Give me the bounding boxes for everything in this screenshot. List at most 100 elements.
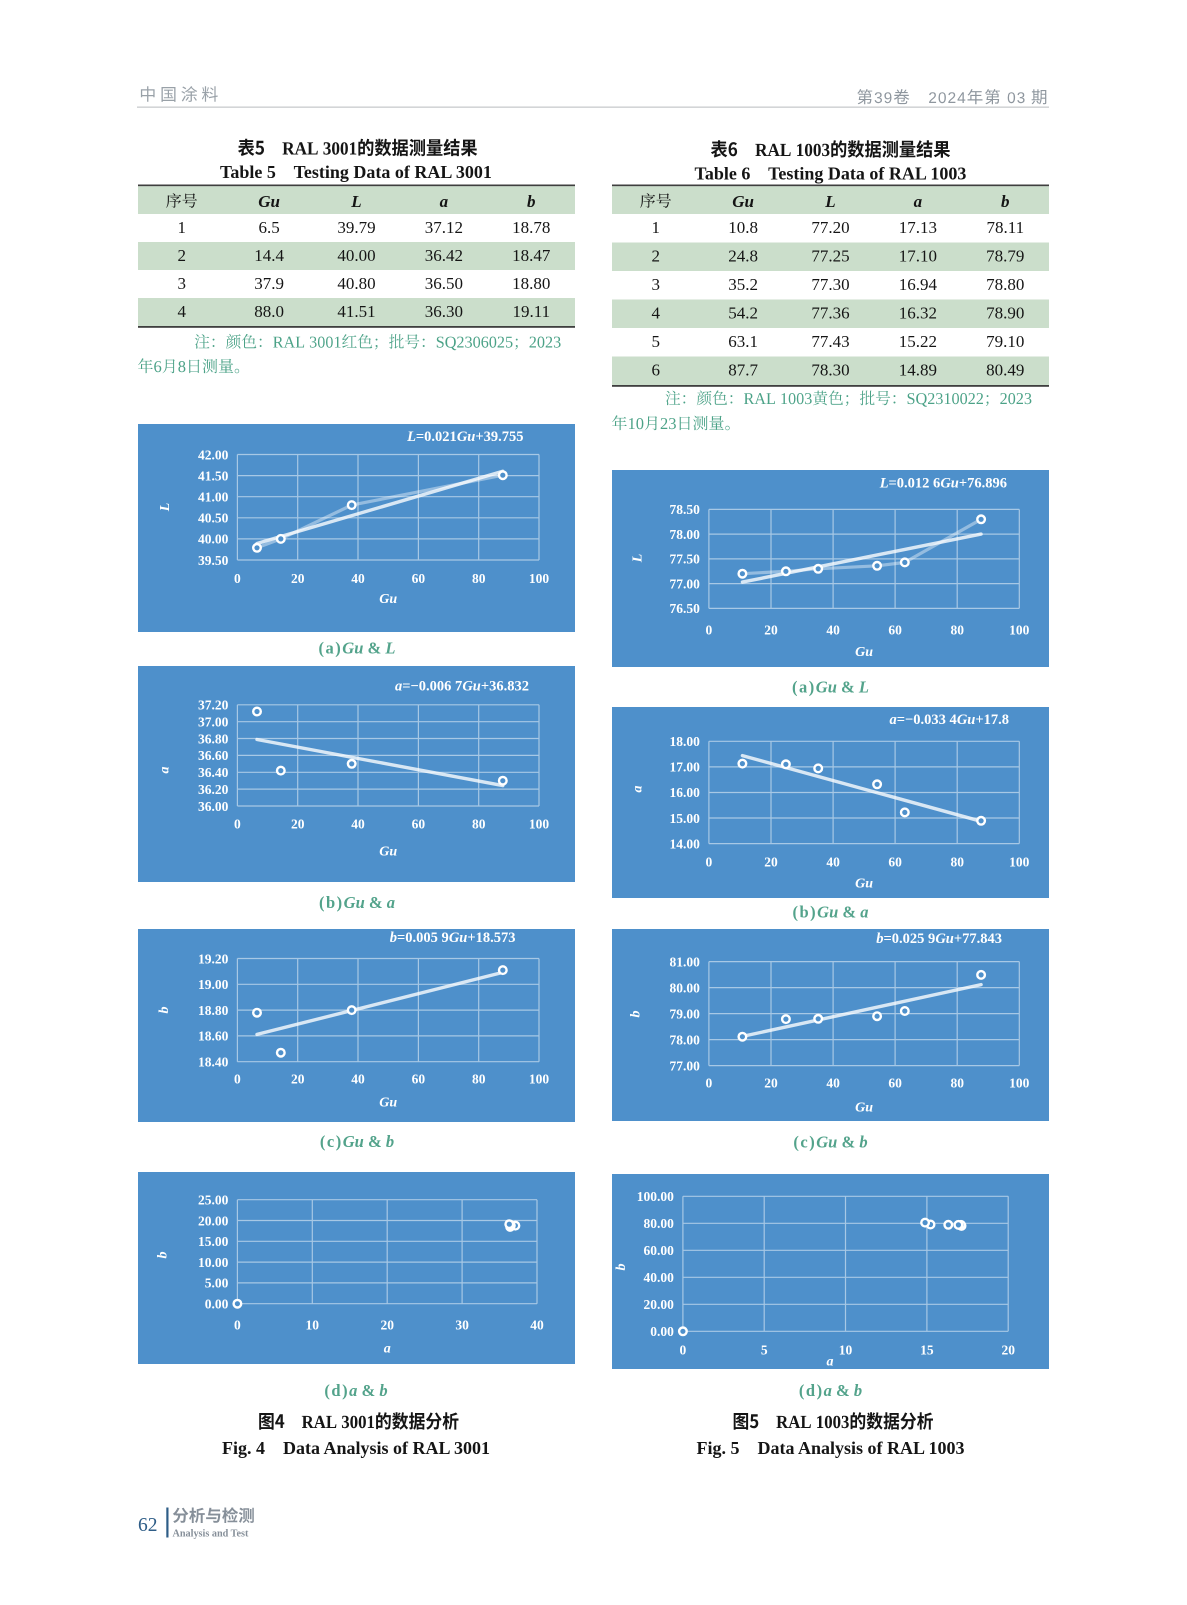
svg-text:80: 80 [472,571,486,586]
svg-text:0.00: 0.00 [650,1324,674,1339]
svg-text:20.00: 20.00 [644,1297,675,1312]
svg-text:60: 60 [888,623,902,638]
svg-text:20: 20 [291,571,305,586]
svg-text:77.00: 77.00 [670,1058,701,1073]
svg-text:100: 100 [529,1072,550,1087]
svg-text:40: 40 [530,1317,544,1332]
svg-text:10.00: 10.00 [198,1255,229,1270]
svg-text:60: 60 [412,1072,426,1087]
svg-text:Gu: Gu [379,592,397,607]
svg-text:b=0.025 9Gu+77.843: b=0.025 9Gu+77.843 [876,931,1002,947]
svg-text:42.00: 42.00 [198,447,229,462]
svg-text:37.9: 37.9 [254,274,284,293]
svg-text:60: 60 [412,571,426,586]
svg-text:20: 20 [291,1072,305,1087]
svg-text:79.00: 79.00 [670,1006,701,1021]
svg-text:20: 20 [291,817,305,832]
svg-text:18.47: 18.47 [512,246,551,265]
svg-text:(b)Gu & a: (b)Gu & a [792,903,868,922]
svg-text:14.4: 14.4 [254,246,284,265]
svg-text:60: 60 [888,854,902,869]
svg-text:14.89: 14.89 [899,361,937,380]
svg-text:20: 20 [764,854,778,869]
svg-text:0: 0 [234,1072,241,1087]
svg-text:77.00: 77.00 [670,576,701,591]
svg-text:a: a [827,1355,834,1370]
svg-text:18.80: 18.80 [198,1003,229,1018]
svg-text:40.00: 40.00 [644,1270,675,1285]
svg-text:77.30: 77.30 [811,275,849,294]
svg-text:41.51: 41.51 [337,302,375,321]
svg-text:L=0.012 6Gu+76.896: L=0.012 6Gu+76.896 [879,476,1007,492]
svg-text:77.25: 77.25 [811,247,849,266]
svg-text:0: 0 [680,1342,687,1357]
svg-text:Table 5 Testing Data of RAL: Table 5 Testing Data of RAL 3001 [220,162,492,182]
svg-text:a: a [914,192,923,211]
svg-text:6: 6 [651,361,660,380]
svg-text:30: 30 [455,1317,469,1332]
svg-text:a=−0.006 7Gu+36.832: a=−0.006 7Gu+36.832 [395,679,529,695]
svg-text:0: 0 [234,817,241,832]
svg-text:18.40: 18.40 [198,1055,229,1070]
svg-text:80: 80 [472,817,486,832]
svg-text:80.49: 80.49 [986,361,1024,380]
svg-text:Gu: Gu [855,645,873,660]
svg-text:17.00: 17.00 [670,760,701,775]
svg-text:18.78: 18.78 [512,218,550,237]
svg-text:39.79: 39.79 [337,218,375,237]
svg-text:76.50: 76.50 [670,601,701,616]
svg-text:18.80: 18.80 [512,274,550,293]
svg-text:25.00: 25.00 [198,1193,229,1208]
svg-text:63.1: 63.1 [728,332,758,351]
svg-text:2: 2 [177,246,186,265]
svg-text:(a)Gu & L: (a)Gu & L [319,639,396,658]
svg-text:a=−0.033 4Gu+17.8: a=−0.033 4Gu+17.8 [890,712,1009,728]
svg-text:16.94: 16.94 [899,275,938,294]
svg-text:10.8: 10.8 [728,218,758,237]
svg-text:L=0.021Gu+39.755: L=0.021Gu+39.755 [406,429,523,445]
svg-text:0.00: 0.00 [205,1297,229,1312]
svg-text:80.00: 80.00 [644,1216,675,1231]
svg-text:0: 0 [234,571,241,586]
svg-text:40.00: 40.00 [337,246,375,265]
svg-text:40: 40 [351,1072,365,1087]
svg-text:L: L [631,554,646,564]
svg-text:80: 80 [950,1075,964,1090]
svg-text:3: 3 [651,275,660,294]
svg-text:40: 40 [351,571,365,586]
svg-text:80: 80 [950,623,964,638]
svg-text:6.5: 6.5 [258,218,279,237]
svg-text:(c)Gu & b: (c)Gu & b [320,1132,394,1151]
svg-text:100: 100 [1009,623,1030,638]
svg-text:(b)Gu & a: (b)Gu & a [319,893,395,912]
svg-text:36.60: 36.60 [198,748,229,763]
svg-text:(d)a & b: (d)a & b [324,1381,387,1400]
svg-text:77.20: 77.20 [811,218,849,237]
svg-text:40: 40 [351,817,365,832]
svg-text:Fig. 5 Data Analysis of RAL: Fig. 5 Data Analysis of RAL 1003 [696,1438,964,1458]
svg-text:(c)Gu & b: (c)Gu & b [793,1133,867,1152]
svg-text:0: 0 [234,1317,241,1332]
svg-text:37.20: 37.20 [198,698,229,713]
svg-text:17.13: 17.13 [899,218,937,237]
svg-text:0: 0 [706,623,713,638]
svg-text:b: b [156,1252,171,1259]
svg-text:20.00: 20.00 [198,1213,229,1228]
svg-text:(a)Gu & L: (a)Gu & L [792,678,869,697]
svg-text:a: a [631,786,646,793]
svg-text:40.80: 40.80 [337,274,375,293]
svg-text:18.60: 18.60 [198,1029,229,1044]
svg-text:37.12: 37.12 [425,218,463,237]
svg-text:78.00: 78.00 [670,1032,701,1047]
svg-text:40: 40 [826,623,840,638]
svg-text:17.10: 17.10 [899,247,937,266]
svg-text:88.0: 88.0 [254,302,284,321]
svg-text:39.50: 39.50 [198,553,229,568]
svg-text:40: 40 [826,1075,840,1090]
svg-text:0: 0 [706,1075,713,1090]
svg-text:4: 4 [651,304,660,323]
svg-text:4: 4 [177,302,186,321]
svg-text:81.00: 81.00 [670,954,701,969]
svg-text:78.90: 78.90 [986,304,1024,323]
svg-text:78.80: 78.80 [986,275,1024,294]
